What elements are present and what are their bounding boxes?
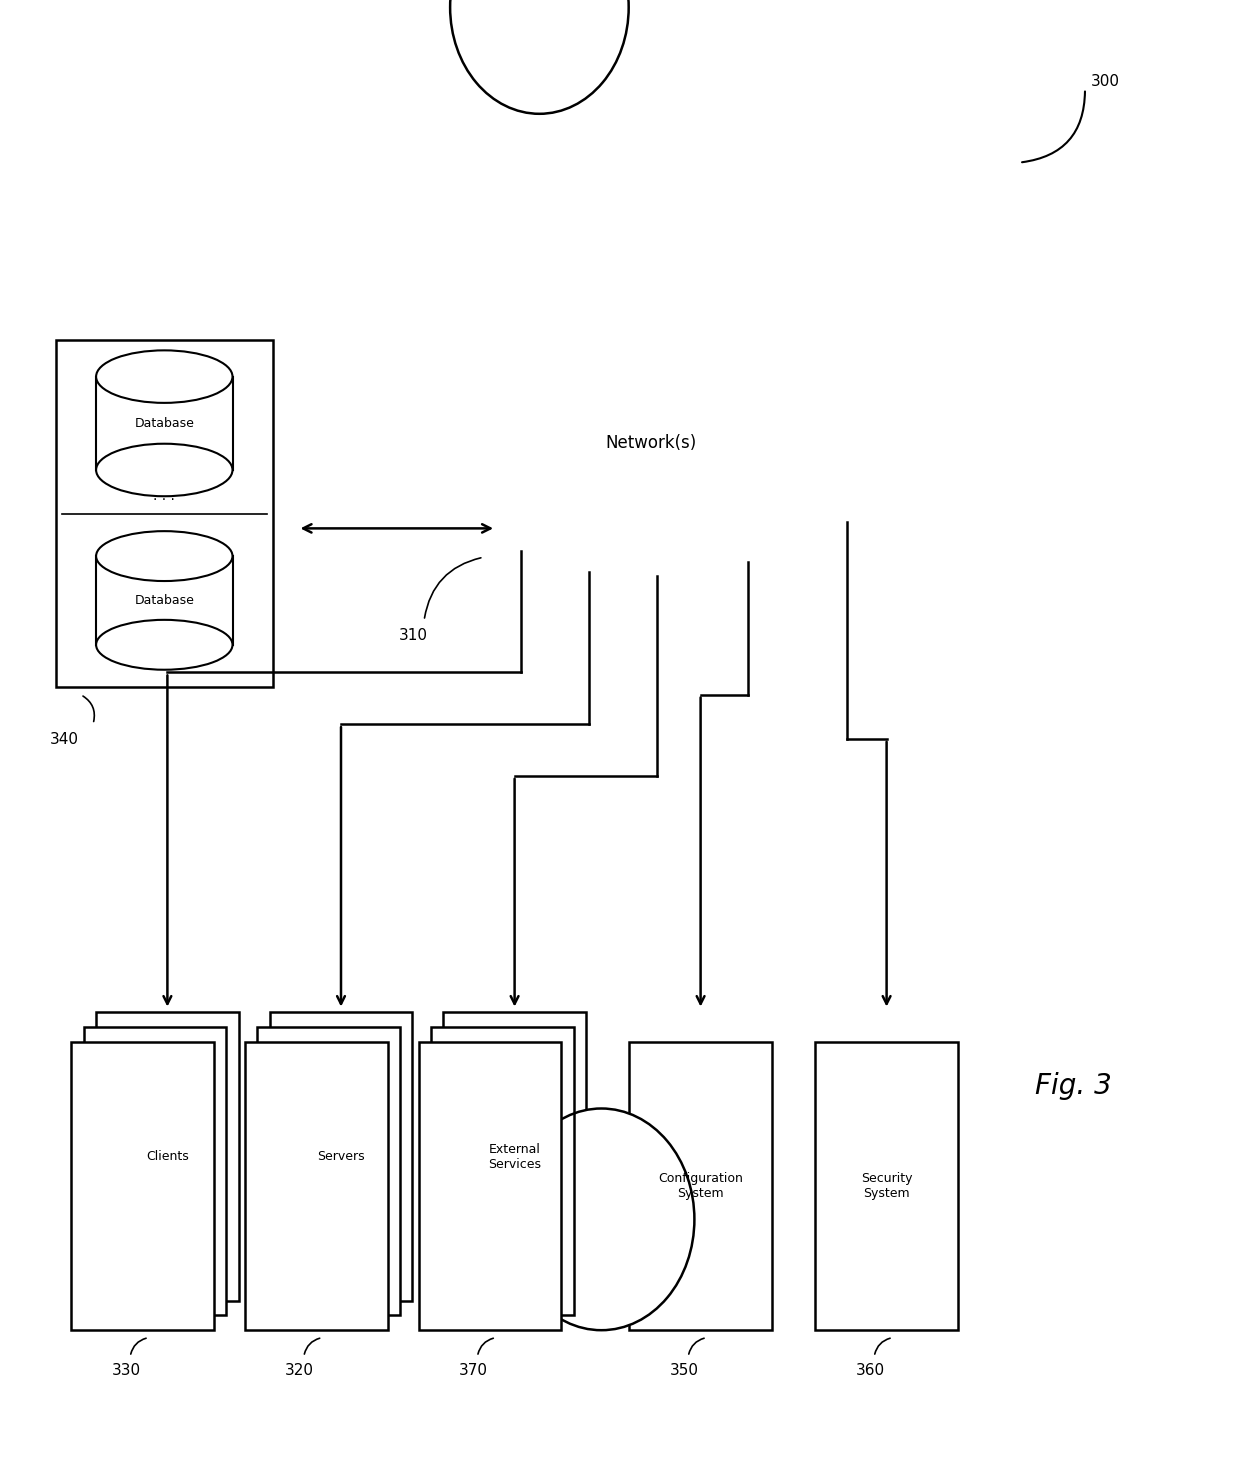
Text: 300: 300 <box>1091 74 1120 89</box>
Text: 360: 360 <box>856 1363 884 1377</box>
Text: . . .: . . . <box>154 489 175 503</box>
Bar <box>432 1027 573 1315</box>
Circle shape <box>450 0 629 114</box>
Text: Servers: Servers <box>317 1150 365 1163</box>
Bar <box>97 1012 238 1301</box>
Text: External
Services: External Services <box>489 1142 541 1171</box>
Text: Fig. 3: Fig. 3 <box>1035 1073 1112 1100</box>
Text: 370: 370 <box>459 1363 487 1377</box>
Text: Configuration
System: Configuration System <box>658 1172 743 1200</box>
Circle shape <box>508 1108 694 1330</box>
Text: Clients: Clients <box>146 1150 188 1163</box>
Bar <box>71 1042 215 1330</box>
Bar <box>629 1042 771 1330</box>
Bar <box>246 1042 387 1330</box>
Text: 340: 340 <box>50 732 78 746</box>
Bar <box>816 1042 957 1330</box>
Bar <box>56 340 273 687</box>
Text: Database: Database <box>134 594 195 607</box>
Text: 330: 330 <box>112 1363 140 1377</box>
Bar <box>84 1027 226 1315</box>
Text: 320: 320 <box>285 1363 314 1377</box>
Text: Network(s): Network(s) <box>605 435 697 452</box>
Bar <box>419 1042 560 1330</box>
Text: 310: 310 <box>399 628 428 643</box>
Text: Security
System: Security System <box>861 1172 913 1200</box>
Text: 350: 350 <box>670 1363 698 1377</box>
Text: Database: Database <box>134 417 195 430</box>
Bar <box>258 1027 399 1315</box>
Bar <box>444 1012 587 1301</box>
Bar <box>97 377 233 470</box>
Bar <box>97 556 233 644</box>
Ellipse shape <box>97 531 233 581</box>
Ellipse shape <box>97 619 233 670</box>
Ellipse shape <box>97 443 233 497</box>
Bar <box>270 1012 412 1301</box>
Polygon shape <box>546 333 781 545</box>
Ellipse shape <box>97 350 233 403</box>
